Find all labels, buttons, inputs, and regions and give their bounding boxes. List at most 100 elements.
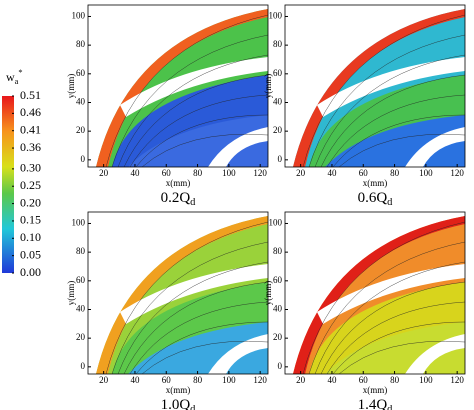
- streamline: [141, 134, 269, 168]
- colorbar-tick-label: 0.41: [20, 122, 41, 136]
- streamline: [117, 54, 269, 168]
- x-tick-label: 100: [222, 375, 236, 385]
- y-tick-label: 60: [273, 68, 283, 78]
- y-tick-label: 40: [76, 97, 86, 107]
- y-tick-label: 100: [269, 218, 283, 228]
- streamline: [338, 134, 466, 168]
- streamline: [129, 301, 269, 375]
- x-axis-label: x(mm): [363, 178, 388, 188]
- y-tick-label: 20: [273, 332, 283, 342]
- y-tick-label: 60: [76, 275, 86, 285]
- x-tick-label: 80: [390, 375, 400, 385]
- streamline: [123, 74, 269, 168]
- y-axis-label: y(mm): [263, 281, 273, 306]
- streamline: [320, 74, 466, 168]
- label-main: w: [6, 70, 15, 84]
- label-main: 1.0Q: [161, 397, 191, 410]
- panel-caption: 0.6Qd: [358, 190, 394, 208]
- x-tick-label: 120: [450, 168, 464, 178]
- plot-frame: [284, 4, 466, 168]
- label-sup: *: [18, 68, 22, 77]
- y-tick-label: 40: [273, 304, 283, 314]
- x-tick-label: 60: [359, 168, 369, 178]
- blade-band: [208, 334, 268, 374]
- colorbar-tick-label: 0.30: [20, 161, 41, 175]
- y-tick-label: 80: [273, 39, 283, 49]
- streamline: [320, 281, 466, 375]
- y-tick-label: 0: [81, 361, 86, 371]
- streamline: [135, 114, 269, 168]
- x-tick-label: 20: [99, 168, 109, 178]
- colorbar-label: wa*: [6, 68, 23, 86]
- x-tick-label: 60: [162, 168, 172, 178]
- x-tick-label: 80: [390, 168, 400, 178]
- colorbar-tick-label: 0.25: [20, 178, 41, 192]
- streamline: [338, 341, 466, 375]
- y-tick-label: 0: [81, 154, 86, 164]
- streamline: [105, 14, 269, 168]
- label-sub: d: [387, 404, 393, 410]
- streamline: [105, 221, 269, 375]
- x-tick-label: 20: [296, 375, 306, 385]
- plot-frame: [87, 211, 269, 375]
- streamline: [302, 14, 466, 168]
- blade-band: [317, 264, 465, 324]
- streamline: [111, 34, 269, 168]
- label-sub: d: [190, 404, 196, 410]
- label-main: 0.6Q: [358, 190, 388, 206]
- y-tick-label: 100: [72, 11, 86, 21]
- x-tick-label: 20: [99, 375, 109, 385]
- x-tick-label: 40: [327, 168, 337, 178]
- y-tick-label: 60: [76, 68, 86, 78]
- y-tick-label: 0: [278, 361, 283, 371]
- streamline: [117, 261, 269, 375]
- label-sub: d: [190, 197, 196, 208]
- x-tick-label: 80: [193, 168, 203, 178]
- x-axis-label: x(mm): [166, 178, 191, 188]
- streamline: [326, 94, 466, 168]
- blade-band: [120, 57, 268, 117]
- y-tick-label: 20: [273, 125, 283, 135]
- y-tick-label: 100: [269, 11, 283, 21]
- colorbar: [2, 96, 14, 273]
- panel: 20 40 60 80 100 120 0 20 40 60 80 100 x(mm) y(mm) 0.6Q…: [263, 4, 466, 208]
- panel-caption: 0.2Qd: [161, 190, 197, 208]
- x-tick-label: 80: [193, 375, 203, 385]
- x-tick-label: 60: [359, 375, 369, 385]
- y-tick-label: 40: [273, 97, 283, 107]
- panel: 20 40 60 80 100 120 0 20 40 60 80 100 x(mm) y(mm) 1.4Q…: [263, 211, 466, 410]
- streamline: [302, 221, 466, 375]
- blade-band: [405, 127, 465, 167]
- colorbar-tick-label: 0.36: [20, 140, 41, 154]
- streamline: [332, 321, 466, 375]
- colorbar-tick-label: 0.15: [20, 213, 41, 227]
- y-tick-label: 40: [76, 304, 86, 314]
- label-sub: d: [387, 197, 393, 208]
- x-tick-label: 60: [162, 375, 172, 385]
- x-tick-label: 40: [327, 375, 337, 385]
- x-axis-label: x(mm): [363, 385, 388, 395]
- panel: 20 40 60 80 100 120 0 20 40 60 80 100 x(mm) y(mm) 0.2Q…: [66, 4, 269, 208]
- x-tick-label: 100: [419, 168, 433, 178]
- panel-caption: 1.4Qd: [358, 397, 394, 410]
- streamline: [123, 281, 269, 375]
- streamline: [308, 241, 466, 375]
- streamline: [135, 321, 269, 375]
- blade-band: [317, 57, 465, 117]
- colorbar-tick-label: 0.05: [20, 247, 41, 261]
- blade-band: [120, 264, 268, 324]
- label-sub: a: [15, 77, 19, 86]
- streamline: [332, 114, 466, 168]
- streamline: [314, 261, 466, 375]
- label-main: 0.2Q: [161, 190, 191, 206]
- x-tick-label: 40: [130, 168, 140, 178]
- colorbar-tick-label: 0.10: [20, 230, 41, 244]
- colorbar-tick-label: 0.51: [20, 88, 41, 102]
- y-tick-label: 100: [72, 218, 86, 228]
- streamline: [326, 301, 466, 375]
- plot-frame: [87, 4, 269, 168]
- plot-frame: [284, 211, 466, 375]
- x-tick-label: 20: [296, 168, 306, 178]
- y-axis-label: y(mm): [66, 281, 76, 306]
